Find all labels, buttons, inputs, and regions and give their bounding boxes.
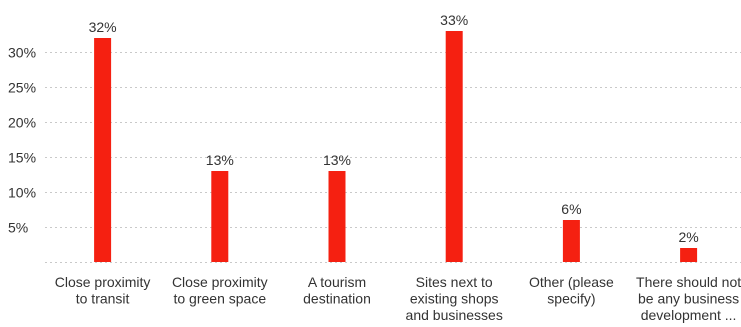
value-label: 2% bbox=[678, 229, 698, 245]
category-label-line: Sites next to bbox=[416, 274, 493, 290]
bar[interactable] bbox=[94, 38, 112, 262]
category-label-line: be any business bbox=[638, 291, 739, 307]
bar[interactable] bbox=[445, 31, 463, 262]
category-label-line: specify) bbox=[547, 291, 595, 307]
y-tick-label: 10% bbox=[8, 185, 36, 201]
y-tick-label: 30% bbox=[8, 45, 36, 61]
category-label-line: development ... bbox=[641, 307, 737, 323]
bars bbox=[94, 31, 698, 262]
value-label: 32% bbox=[89, 19, 117, 35]
value-label: 6% bbox=[561, 201, 581, 217]
category-label-line: to green space bbox=[173, 291, 266, 307]
category-label-line: A tourism bbox=[308, 274, 366, 290]
category-label-line: existing shops bbox=[410, 291, 499, 307]
category-label: Other (please specify) bbox=[529, 274, 614, 307]
category-label: Sites next to existing shops and businesse… bbox=[406, 274, 503, 323]
category-label: Close proximity to green space bbox=[172, 274, 268, 307]
bar[interactable] bbox=[328, 171, 346, 262]
category-label: There should not be any business developme… bbox=[636, 274, 741, 323]
y-tick-label: 25% bbox=[8, 80, 36, 96]
category-label-line: There should not bbox=[636, 274, 741, 290]
value-label: 13% bbox=[206, 152, 234, 168]
y-axis-tick-labels: 5% 10% 15% 20% 25% 30% bbox=[8, 45, 36, 236]
y-tick-label: 20% bbox=[8, 115, 36, 131]
gridlines bbox=[45, 52, 741, 263]
category-label: Close proximity to transit bbox=[55, 274, 151, 307]
bar[interactable] bbox=[680, 248, 698, 262]
y-tick-label: 5% bbox=[8, 220, 28, 236]
category-label-line: Other (please bbox=[529, 274, 614, 290]
y-tick-label: 15% bbox=[8, 150, 36, 166]
bar[interactable] bbox=[562, 220, 580, 262]
category-label-line: destination bbox=[303, 291, 371, 307]
value-labels: 32% 13% 13% 33% 6% 2% bbox=[89, 12, 699, 245]
bar[interactable] bbox=[211, 171, 229, 262]
category-label-line: to transit bbox=[76, 291, 130, 307]
category-label-line: and businesses bbox=[406, 307, 503, 323]
value-label: 13% bbox=[323, 152, 351, 168]
value-label: 33% bbox=[440, 12, 468, 28]
category-label-line: Close proximity bbox=[172, 274, 268, 290]
category-label: A tourism destination bbox=[303, 274, 371, 307]
category-label-line: Close proximity bbox=[55, 274, 151, 290]
